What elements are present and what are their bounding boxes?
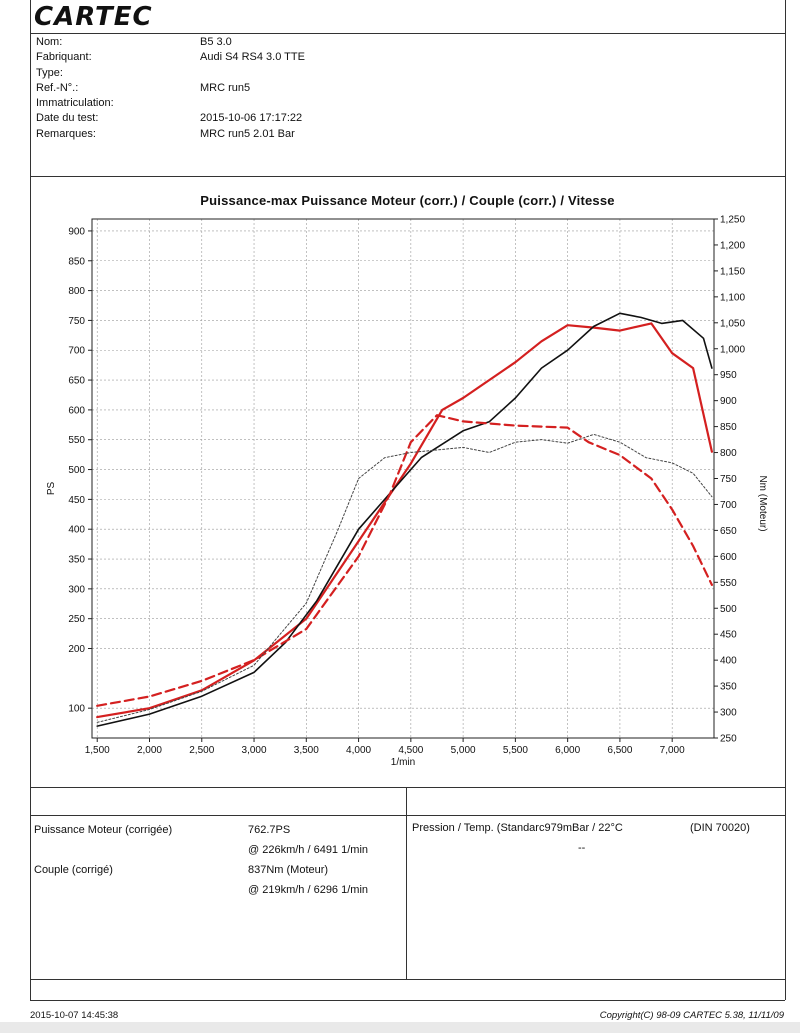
y-right-tick-label: 950 [720,370,737,381]
x-tick-label: 7,000 [660,745,685,756]
y-right-tick-label: 450 [720,630,737,641]
cartec-logo: CARTEC [34,2,153,32]
y-right-tick-label: 400 [720,656,737,667]
series-line-2 [96,414,714,707]
y-right-tick-label: 650 [720,526,737,537]
y-right-tick-label: 750 [720,474,737,485]
results-top-divider [30,815,785,816]
y-right-tick-label: 1,100 [720,292,745,303]
info-label: Date du test: [36,112,99,125]
y-right-tick-label: 700 [720,500,737,511]
x-tick-label: 6,000 [555,745,580,756]
y-right-tick-label: 500 [720,604,737,615]
x-tick-label: 4,000 [346,745,371,756]
y-left-tick-label: 550 [68,435,85,446]
y-right-tick-label: 1,250 [720,215,745,226]
info-label: Remarques: [36,127,96,140]
y-right-tick-label: 600 [720,552,737,563]
y-left-tick-label: 650 [68,376,85,387]
pressure-norm: (DIN 70020) [690,822,750,834]
info-label: Immatriculation: [36,97,114,110]
info-label: Type: [36,66,63,79]
chart-ticks: 1,500 2,000 2,500 3,000 3,500 4,000 4,500 5,000… [68,215,745,757]
dyno-chart: 1,500 2,000 2,500 3,000 3,500 4,000 4,500 5,000… [46,215,768,769]
x-axis-label: 1/min [391,757,415,768]
x-tick-label: 2,500 [189,745,214,756]
copyright: Copyright(C) 98-09 CARTEC 5.38, 11/11/09 [599,1010,784,1021]
y-right-tick-label: 900 [720,396,737,407]
y-left-tick-label: 800 [68,286,85,297]
x-tick-label: 6,500 [607,745,632,756]
y-right-tick-label: 250 [720,734,737,745]
pressure-label: Pression / Temp. (Standarc979mBar / 22°C [412,822,623,834]
info-value: MRC run5 [200,81,251,94]
y-left-tick-label: 400 [68,525,85,536]
x-tick-label: 5,500 [503,745,528,756]
y-right-tick-label: 850 [720,422,737,433]
y-right-tick-label: 1,200 [720,240,745,251]
y-left-tick-label: 600 [68,405,85,416]
series-line-3 [96,433,713,723]
report-sheet [30,0,786,1000]
y-left-tick-label: 750 [68,316,85,327]
power-at: @ 226km/h / 6491 1/min [248,844,369,856]
torque-at: @ 219km/h / 6296 1/min [248,884,369,896]
x-tick-label: 3,000 [242,745,267,756]
info-label: Nom: [36,36,63,48]
torque-value: 837Nm (Moteur) [248,864,329,876]
y-left-tick-label: 850 [68,256,85,267]
logo-divider [30,33,785,34]
y-left-tick-label: 200 [68,644,85,655]
y-right-tick-label: 1,150 [720,266,745,277]
bottom-strip [0,1022,800,1033]
power-label: Puissance Moteur (corrigée) [34,824,173,836]
y-left-tick-label: 900 [68,226,85,237]
info-value: 2015-10-06 17:17:22 [200,112,303,125]
page-bottom-divider [30,1000,785,1001]
y-left-tick-label: 250 [68,614,85,625]
results-bottom-divider [30,979,785,980]
x-tick-label: 4,500 [398,745,423,756]
y-left-tick-label: 450 [68,495,85,506]
series-line-1 [96,312,713,727]
y-right-tick-label: 1,000 [720,344,745,355]
y-left-tick-label: 350 [68,555,85,566]
x-tick-label: 1,500 [85,745,110,756]
info-value: Audi S4 RS4 3.0 TTE [200,51,305,64]
info-divider [30,176,785,177]
pressure-extra: -- [578,842,586,854]
y-left-tick-label: 100 [68,704,85,715]
y-axis-left-label: PS [46,482,57,496]
y-left-tick-label: 700 [68,346,85,357]
y-axis-right-label: Nm (Moteur) [757,475,768,531]
results-column-divider [406,788,407,979]
info-value: MRC run5 2.01 Bar [200,127,295,140]
x-tick-label: 5,000 [451,745,476,756]
chart-title: Puissance-max Puissance Moteur (corr.) /… [200,193,615,208]
y-right-tick-label: 350 [720,682,737,693]
chart-bottom-divider [30,787,785,788]
print-timestamp: 2015-10-07 14:45:38 [30,1010,119,1021]
info-label: Fabriquant: [36,51,92,64]
y-right-tick-label: 1,050 [720,318,745,329]
y-left-tick-label: 300 [68,584,85,595]
x-tick-label: 2,000 [137,745,162,756]
power-value: 762.7PS [248,824,291,836]
y-right-tick-label: 800 [720,448,737,459]
info-label: Ref.-N°.: [36,81,79,94]
chart-series [96,312,714,727]
torque-label: Couple (corrigé) [34,864,113,876]
y-right-tick-label: 550 [720,578,737,589]
x-tick-label: 3,500 [294,745,319,756]
y-right-tick-label: 300 [720,708,737,719]
chart-grid [92,219,714,738]
info-value: B5 3.0 [200,36,232,48]
y-left-tick-label: 500 [68,465,85,476]
